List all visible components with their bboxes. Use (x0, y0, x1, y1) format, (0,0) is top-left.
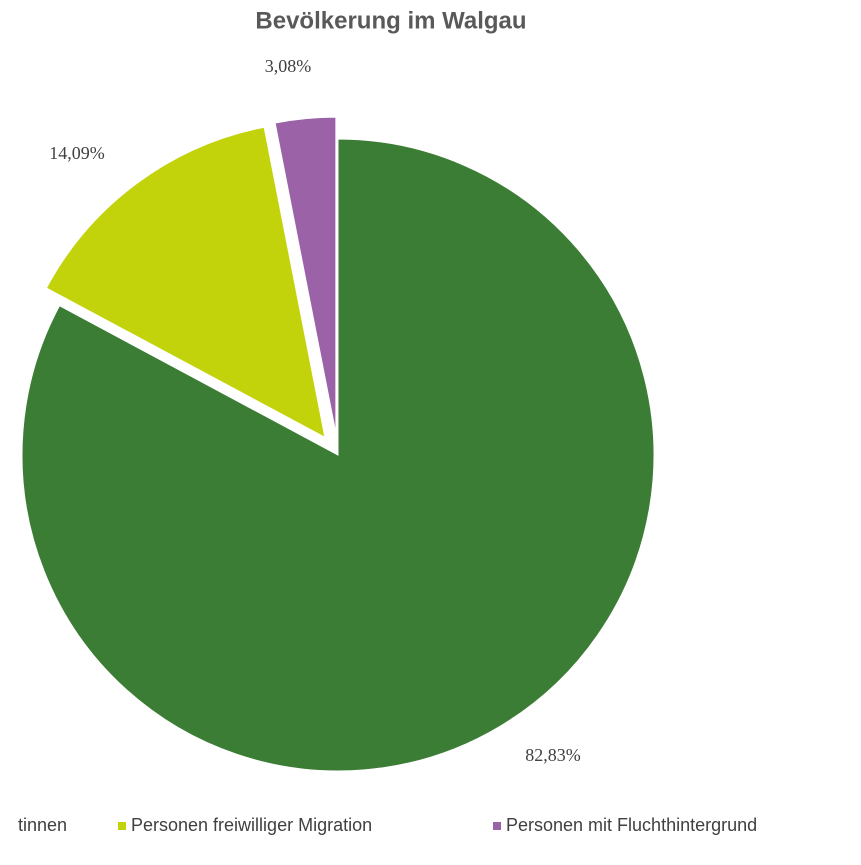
pie-slice (45, 126, 326, 439)
data-label: 82,83% (525, 745, 581, 765)
pie-slice (21, 138, 655, 772)
pie-slice (274, 116, 337, 434)
legend-label: Personen freiwilliger Migration (131, 815, 372, 835)
chart-title: Bevölkerung im Walgau (255, 7, 526, 34)
data-label: 3,08% (265, 56, 312, 76)
legend-label: Personen mit Fluchthintergrund (506, 815, 757, 835)
legend-label: tinnen (18, 815, 67, 835)
data-label: 14,09% (49, 143, 105, 163)
legend-marker (493, 822, 501, 830)
legend-marker (118, 822, 126, 830)
